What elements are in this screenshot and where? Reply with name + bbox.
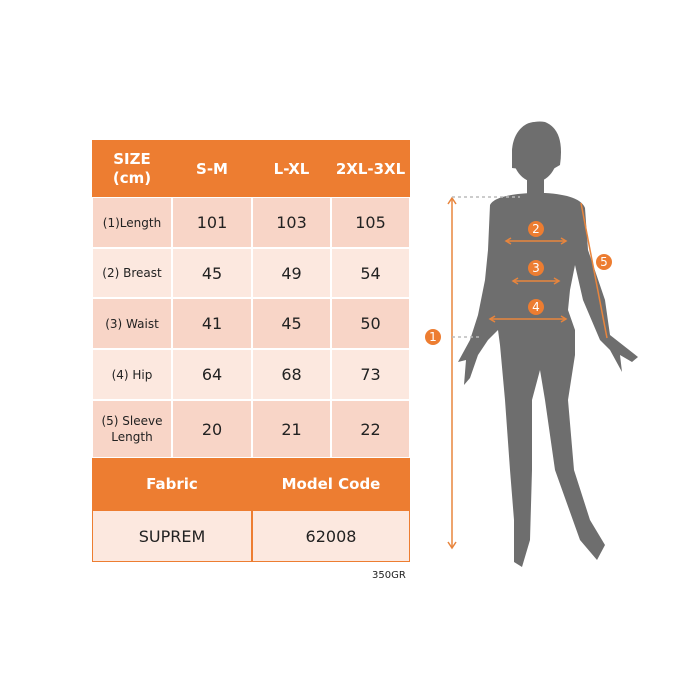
fabric-header: Fabric [92,458,252,510]
row-label: (3) Waist [92,298,172,349]
row-value: 54 [331,248,410,298]
row-value: 22 [331,400,410,458]
row-value: 45 [172,248,252,298]
row-value: 20 [172,400,252,458]
size-header: SIZE (cm) [92,140,172,197]
marker-3-label: 3 [532,261,540,275]
row-label: (5) Sleeve Length [92,400,172,458]
model-code-value: 62008 [252,510,410,562]
row-value: 21 [252,400,331,458]
measurement-lines [447,196,608,550]
row-value: 101 [172,197,252,248]
weight-code: 350GR [372,570,406,581]
marker-1-label: 1 [429,330,437,344]
measurement-markers: 1 2 3 4 5 [425,221,612,345]
row-label: (1)Length [92,197,172,248]
row-label: (2) Breast [92,248,172,298]
size-header-2xl3xl: 2XL-3XL [331,140,410,197]
row-value: 105 [331,197,410,248]
row-value: 45 [252,298,331,349]
model-code-header: Model Code [252,458,410,510]
fabric-value: SUPREM [92,510,252,562]
size-chart-table: SIZE (cm) S-M L-XL 2XL-3XL (1)Length 101 1… [92,140,410,562]
marker-3 [528,260,544,276]
woman-silhouette [458,121,638,567]
marker-2-label: 2 [532,222,540,236]
marker-5 [596,254,612,270]
marker-1 [425,329,441,345]
row-value: 103 [252,197,331,248]
row-value: 64 [172,349,252,400]
row-label: (4) Hip [92,349,172,400]
marker-4 [528,299,544,315]
row-value: 49 [252,248,331,298]
size-header-lxl: L-XL [252,140,331,197]
marker-5-label: 5 [600,255,608,269]
marker-2 [528,221,544,237]
row-value: 73 [331,349,410,400]
marker-4-label: 4 [532,300,540,314]
row-value: 68 [252,349,331,400]
size-header-sm: S-M [172,140,252,197]
row-value: 41 [172,298,252,349]
row-value: 50 [331,298,410,349]
